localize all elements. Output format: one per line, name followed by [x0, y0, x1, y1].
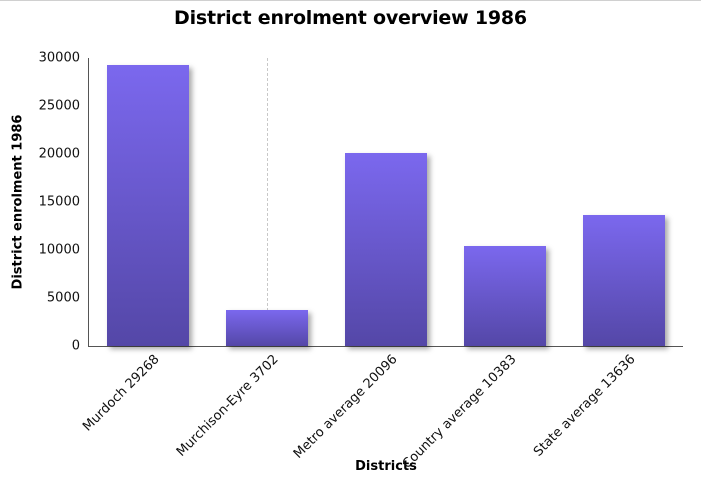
x-tick-label: Murdoch 29268 — [79, 352, 163, 435]
x-tick-label: Country average 10383 — [399, 352, 520, 472]
y-tick-label: 15000 — [38, 194, 80, 210]
plot-area: 0 5000 10000 15000 20000 25000 30000 Murdoch 29… — [39, 51, 683, 472]
x-axis-label: Districts — [355, 459, 417, 474]
y-axis-label: District enrolment 1986 — [10, 114, 26, 290]
bar[interactable] — [225, 310, 308, 346]
bar[interactable] — [344, 153, 427, 346]
y-axis — [88, 58, 89, 347]
x-tick-label: Metro average 20096 — [290, 352, 401, 462]
x-axis — [88, 346, 683, 347]
y-tick-label: 25000 — [38, 98, 80, 114]
y-tick-label: 20000 — [38, 146, 80, 162]
y-tick-label: 5000 — [46, 290, 80, 306]
chart-title: District enrolment overview 1986 — [174, 7, 527, 29]
bar[interactable] — [106, 65, 189, 346]
x-tick-label: Murchison-Eyre 3702 — [173, 352, 282, 460]
bar[interactable] — [463, 246, 546, 346]
x-tick-label: State average 13636 — [530, 352, 639, 460]
bar[interactable] — [582, 215, 665, 346]
y-tick-label: 0 — [71, 338, 80, 354]
y-tick-label: 30000 — [38, 50, 80, 66]
hover-crosshair — [266, 58, 268, 346]
y-tick-label: 10000 — [38, 242, 80, 258]
